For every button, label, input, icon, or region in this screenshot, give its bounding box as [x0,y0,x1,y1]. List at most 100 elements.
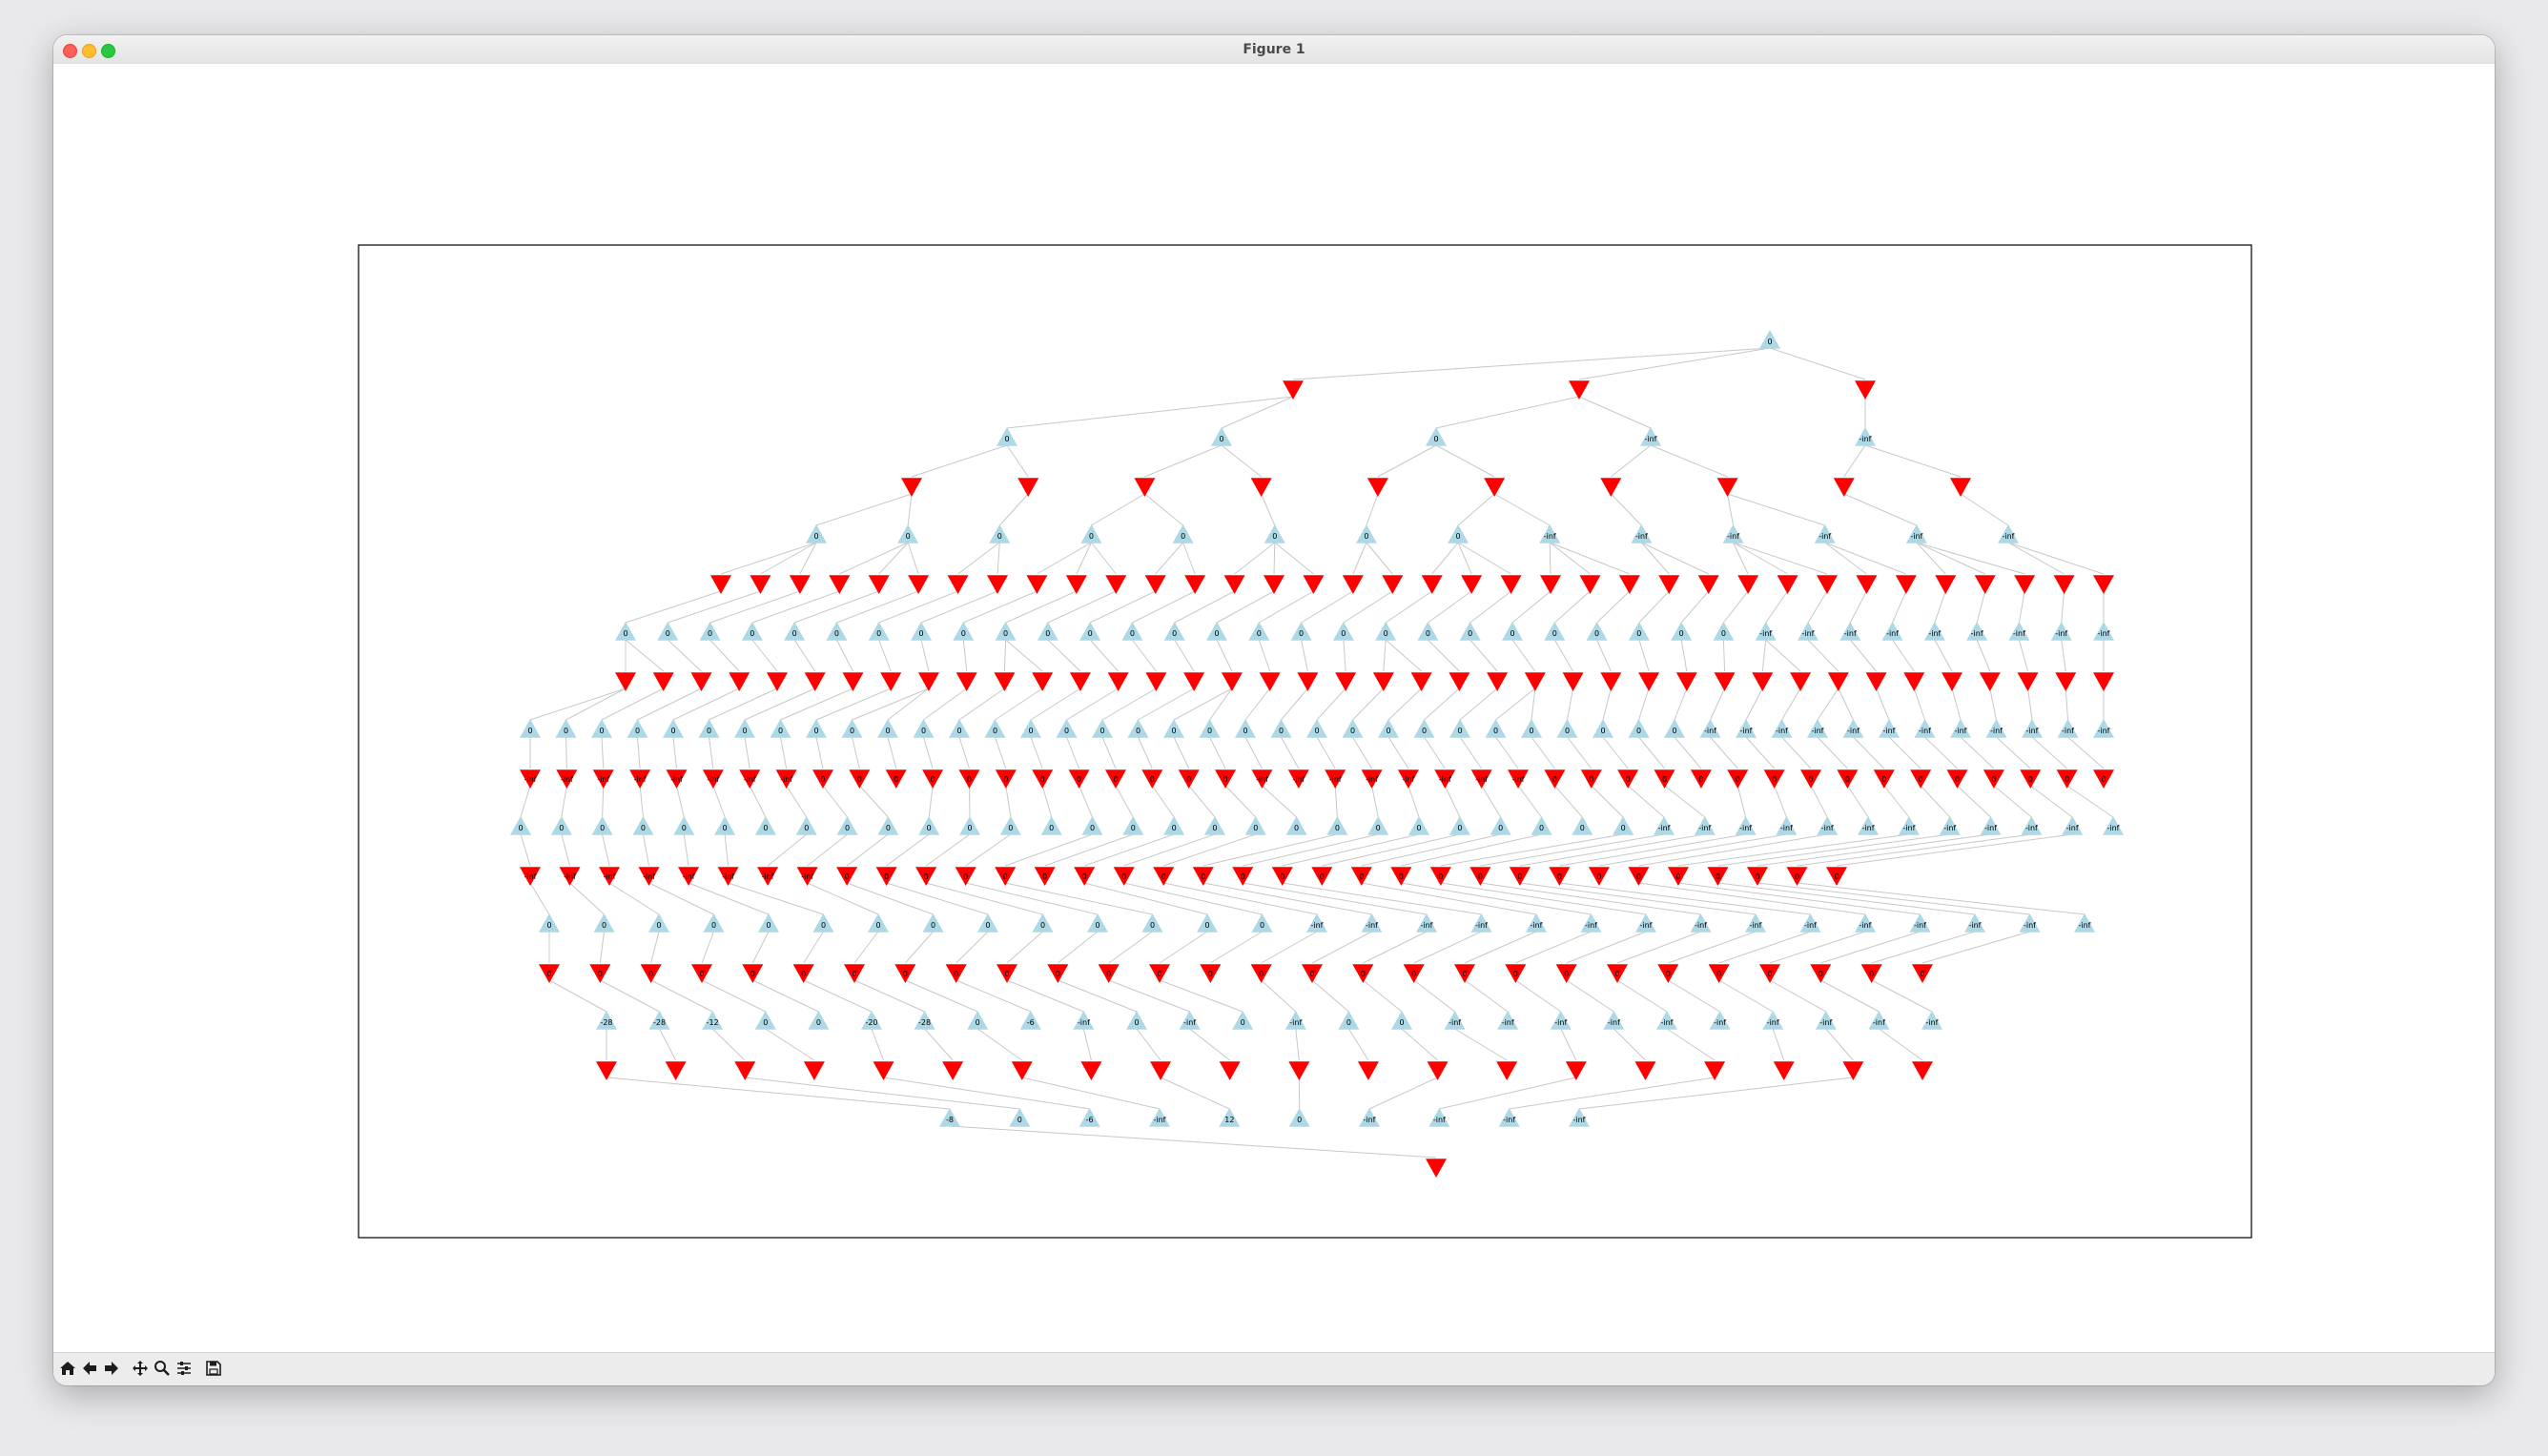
node-value-label: -inf [1860,921,1872,930]
max-node-triangle [1860,964,1882,983]
node-value-label: 0 [1204,921,1209,930]
node-value-label: -inf [1183,1018,1196,1027]
node-value-label: 0 [1580,824,1585,832]
max-node: 0 [1657,964,1679,983]
node-value-label: -inf [1739,824,1752,832]
max-node-triangle [1342,575,1364,594]
node-value-label: -inf [1740,727,1753,735]
tree-edge [858,785,889,818]
min-node-triangle [510,816,531,835]
subplots-button[interactable] [174,1358,195,1379]
tree-edge [1871,931,1976,964]
close-window-button[interactable] [63,44,77,58]
tree-edge [1401,882,1592,915]
min-node-triangle [1713,622,1735,641]
min-node: 0 [1417,622,1439,641]
home-button[interactable] [57,1358,78,1379]
min-node-triangle [1694,816,1716,835]
node-value-label: -inf [604,872,616,881]
max-node [1484,478,1506,497]
max-node-triangle [1178,769,1200,789]
node-value-label: -inf [1704,727,1716,735]
node-value-label: 0 [924,872,929,881]
max-node [1382,575,1404,594]
min-node-triangle [1087,913,1108,933]
max-node: -inf [1470,769,1492,789]
tree-edge [1469,639,1498,672]
tree-edge [1733,542,1788,575]
subplots-icon [177,1362,191,1375]
tree-edge [956,979,1031,1013]
min-node-triangle [1056,719,1078,738]
min-node: 0 [1502,622,1523,641]
max-node [1979,672,2001,691]
max-node-triangle [1350,867,1372,886]
tree-edge [724,833,729,867]
node-value-label: 0 [1510,629,1514,638]
min-node: 0 [1544,622,1566,641]
max-node-triangle [691,964,712,983]
back-button[interactable] [79,1358,100,1379]
tree-edge [1480,882,1701,915]
maximize-window-button[interactable] [101,44,115,58]
node-value-label: 0 [1042,872,1047,881]
min-node-triangle [758,913,779,933]
min-node-triangle [593,913,615,933]
tree-edge [1281,687,1308,721]
min-node: 0 [1248,622,1270,641]
tree-edge [1044,833,1134,867]
node-value-label: 0 [1919,775,1923,784]
node-value-label: -inf [2013,629,2025,638]
tree-edge [1273,542,1276,575]
min-node-triangle [1628,622,1650,641]
node-value-label: 0 [820,775,825,784]
max-node-triangle [1183,672,1205,691]
pan-button[interactable] [130,1358,151,1379]
max-node: 0 [640,964,662,983]
min-node-triangle [1342,719,1364,738]
min-node-triangle [1235,719,1256,738]
tree-edge [1006,931,1043,964]
min-node: 0 [1080,524,1102,543]
min-node: 0 [877,719,898,738]
node-value-label: -inf [722,872,734,881]
forward-button[interactable] [101,1358,122,1379]
window-title: Figure 1 [1243,42,1305,57]
max-node [1372,672,1394,691]
minimize-window-button[interactable] [82,44,96,58]
node-value-label: -inf [1971,629,1983,638]
min-node: 0 [806,719,827,738]
tree-edge [668,590,761,624]
max-node-triangle [1259,672,1281,691]
max-node-triangle [1429,867,1451,886]
tree-edge [957,542,1000,575]
node-value-label: -inf [1804,921,1817,930]
max-node-triangle [1496,1061,1518,1080]
node-value-label: 0 [875,921,880,930]
min-node: 0 [877,816,899,835]
min-node-triangle [826,622,848,641]
title-bar: Figure 1 [53,35,2495,65]
min-node-triangle [1206,622,1227,641]
node-value-label: 0 [1552,629,1557,638]
tree-edge [822,785,848,818]
max-node: 0 [894,964,916,983]
max-node-triangle [1325,769,1346,789]
node-value-label: 0 [813,727,818,735]
max-node-triangle [559,867,581,886]
max-node: 0 [1588,867,1610,886]
min-node-triangle [808,1011,830,1030]
save-button[interactable] [203,1358,224,1379]
tree-edge [1807,590,1828,624]
tree-edge [1209,736,1226,769]
min-node: -inf [1149,1108,1170,1127]
max-node-triangle [1704,1061,1726,1080]
tree-edge [520,833,531,867]
tree-edge [1772,1028,1785,1061]
zoom-button[interactable] [152,1358,173,1379]
tree-edge [1920,785,1951,818]
max-node [1540,575,1561,594]
min-node: -inf [2093,719,2114,738]
min-node: 0 [812,913,834,933]
tree-edge [1481,785,1502,818]
